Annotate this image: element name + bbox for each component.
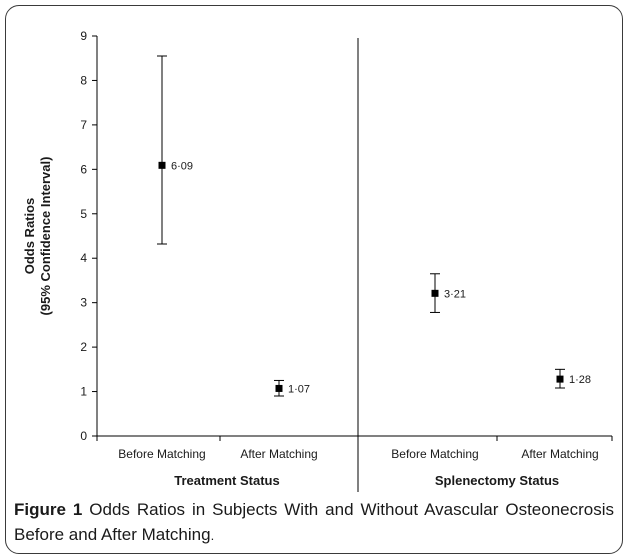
figure-frame: [5, 5, 623, 554]
axis-labels: Odds Ratios (95% Confidence Interval) Tr…: [22, 157, 559, 488]
point-marker: [158, 161, 166, 169]
error-bar-marks: 6·09 1·07 3·21 1·28: [157, 55, 591, 397]
y-axis: 0 1 2 3 4 5 6 7 8 9: [80, 29, 98, 443]
y-tick-label: 5: [80, 207, 87, 221]
x-category-label: Before Matching: [391, 447, 478, 461]
caption-label: Figure 1: [14, 500, 83, 519]
y-axis-label-line1: Odds Ratios: [22, 198, 37, 275]
odds-ratio-chart: 0 1 2 3 4 5 6 7 8 9 Before Matching After Matching…: [22, 29, 613, 492]
group-label-splenectomy: Splenectomy Status: [435, 473, 559, 488]
y-tick-label: 2: [80, 340, 87, 354]
caption-text: Odds Ratios in Subjects With and Without…: [14, 500, 615, 544]
x-category-label: After Matching: [521, 447, 598, 461]
caption-period: .: [210, 528, 215, 543]
data-label: 1·28: [569, 374, 591, 386]
x-category-label: After Matching: [240, 447, 317, 461]
y-tick-label: 7: [80, 118, 87, 132]
data-label: 6·09: [171, 160, 193, 172]
data-label: 3·21: [444, 288, 466, 300]
y-tick-label: 0: [80, 429, 87, 443]
y-tick-label: 3: [80, 296, 87, 310]
y-axis-label-line2: (95% Confidence Interval): [38, 157, 53, 316]
y-tick-label: 4: [80, 251, 87, 265]
point-marker: [275, 384, 283, 392]
x-axis: Before Matching After Matching Before Matc…: [96, 435, 613, 461]
x-category-label: Before Matching: [118, 447, 205, 461]
group-label-treatment: Treatment Status: [174, 473, 279, 488]
point-marker: [431, 289, 439, 297]
data-label: 1·07: [288, 383, 310, 395]
y-tick-label: 6: [80, 162, 87, 176]
y-tick-label: 9: [80, 29, 87, 43]
figure-caption: Figure 1 Odds Ratios in Subjects With an…: [14, 497, 614, 548]
y-tick-label: 1: [80, 385, 87, 399]
y-tick-label: 8: [80, 73, 87, 87]
point-marker: [556, 375, 564, 383]
